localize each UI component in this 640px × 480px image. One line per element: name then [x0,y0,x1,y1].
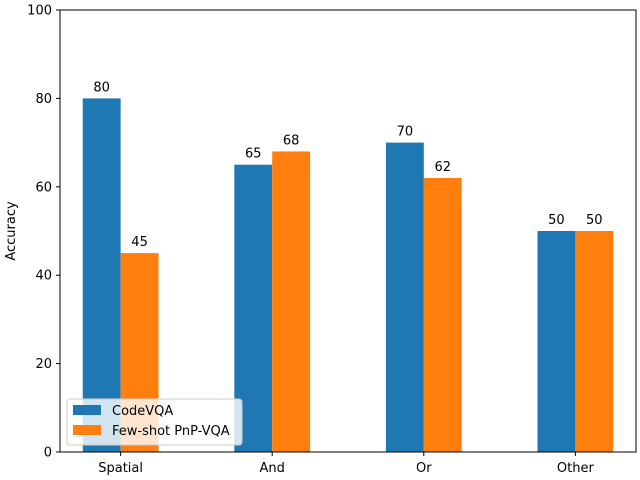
data-label: 62 [434,160,451,175]
legend-label: Few-shot PnP-VQA [112,424,230,439]
data-label: 65 [245,147,262,162]
legend-box [66,398,243,446]
data-label: 70 [397,125,414,140]
legend-label: CodeVQA [112,404,173,419]
data-label: 80 [93,80,110,95]
x-tick-label: Or [416,461,432,476]
data-labels-layer: 80 45 65 68 70 62 50 50 [93,80,602,250]
x-tick-label: Spatial [98,461,143,476]
bar-other-series-2 [575,231,614,452]
y-tick-label: 60 [35,180,52,195]
legend-swatch [73,425,101,435]
y-tick-label: 80 [35,92,52,107]
data-label: 50 [548,213,565,228]
y-tick-label: 0 [44,446,52,461]
x-tick-label: Other [557,461,595,476]
y-tick-label: 40 [35,269,52,284]
legend: CodeVQA Few-shot PnP-VQA [66,398,243,446]
y-axis: 0 20 40 60 80 100 [27,4,60,461]
data-label: 45 [131,235,148,250]
legend-swatch [73,405,101,415]
bars-layer [82,98,614,453]
plot-frame [59,9,637,453]
x-tick-label: And [260,461,285,476]
bar-spatial-series-1 [82,98,121,453]
bar-or-series-1 [385,142,424,452]
data-label: 68 [283,133,300,148]
bar-or-series-2 [423,177,462,452]
y-axis-label: Accuracy [4,201,19,261]
y-tick-label: 100 [27,4,52,19]
bar-and-series-2 [272,151,311,452]
data-label: 50 [586,213,603,228]
x-axis: Spatial And Or Other [98,452,594,476]
y-tick-label: 20 [35,357,52,372]
bar-other-series-1 [537,231,576,452]
